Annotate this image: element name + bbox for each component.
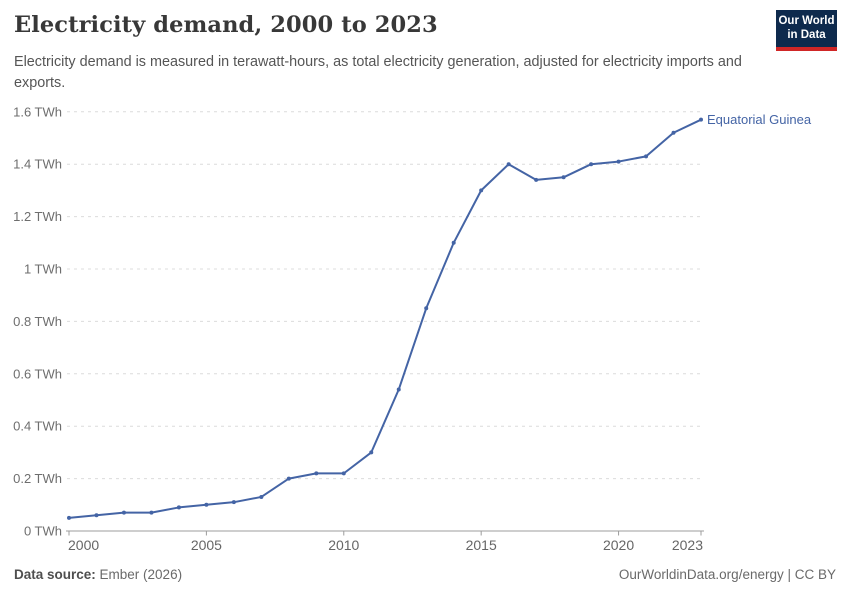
data-point[interactable] [644, 154, 649, 159]
y-axis-tick-label: 0.2 TWh [13, 471, 62, 486]
x-axis-tick-label: 2005 [191, 537, 222, 553]
data-source-label: Data source: [14, 567, 96, 582]
data-point[interactable] [534, 177, 539, 182]
data-point[interactable] [149, 510, 154, 515]
data-point[interactable] [506, 162, 511, 167]
x-axis-tick-label: 2023 [672, 537, 703, 553]
x-axis-tick-label: 2020 [603, 537, 634, 553]
y-axis-tick-label: 0 TWh [24, 524, 62, 539]
chart-footer: Data source: Ember (2026) OurWorldinData… [14, 567, 836, 582]
owid-logo-line2: in Data [787, 28, 826, 41]
series-line[interactable] [68, 118, 702, 519]
y-axis-tick-label: 0.6 TWh [13, 366, 62, 381]
data-point[interactable] [451, 240, 456, 245]
data-point[interactable] [259, 494, 264, 499]
chart-title: Electricity demand, 2000 to 2023 [14, 12, 438, 38]
y-axis-tick-label: 0.4 TWh [13, 419, 62, 434]
data-point[interactable] [176, 505, 181, 510]
data-point[interactable] [671, 130, 676, 135]
y-axis-tick-label: 1.6 TWh [13, 104, 62, 119]
data-point[interactable] [369, 450, 374, 455]
data-point[interactable] [699, 117, 703, 122]
y-axis-tick-label: 1 TWh [24, 262, 62, 277]
data-point[interactable] [67, 515, 71, 520]
data-point[interactable] [286, 476, 291, 481]
credit-link[interactable]: OurWorldinData.org/energy | CC BY [618, 567, 836, 582]
series-label[interactable]: Equatorial Guinea [707, 112, 812, 127]
data-point[interactable] [616, 159, 621, 164]
data-point[interactable] [204, 502, 209, 507]
data-point[interactable] [341, 471, 346, 476]
data-point[interactable] [424, 306, 429, 311]
x-axis-tick-label: 2010 [328, 537, 359, 553]
data-source-value: Ember (2026) [95, 567, 183, 582]
data-point[interactable] [396, 387, 401, 392]
data-point[interactable] [479, 188, 484, 193]
chart-subtitle: Electricity demand is measured in terawa… [14, 54, 742, 91]
owid-logo-line1: Our World [778, 15, 835, 27]
data-point[interactable] [589, 162, 594, 167]
x-axis-tick-label: 2000 [68, 537, 99, 553]
y-axis-tick-label: 1.4 TWh [13, 157, 62, 172]
data-point[interactable] [121, 510, 126, 515]
data-point[interactable] [561, 175, 566, 180]
x-axis-tick-label: 2015 [466, 537, 497, 553]
y-axis-tick-label: 0.8 TWh [13, 314, 62, 329]
owid-logo[interactable]: Our World in Data [776, 10, 837, 51]
data-source: Data source: Ember (2026) [14, 567, 182, 582]
data-point[interactable] [94, 513, 99, 518]
data-point[interactable] [314, 471, 319, 476]
data-point[interactable] [231, 500, 236, 505]
y-axis-tick-label: 1.2 TWh [13, 209, 62, 224]
